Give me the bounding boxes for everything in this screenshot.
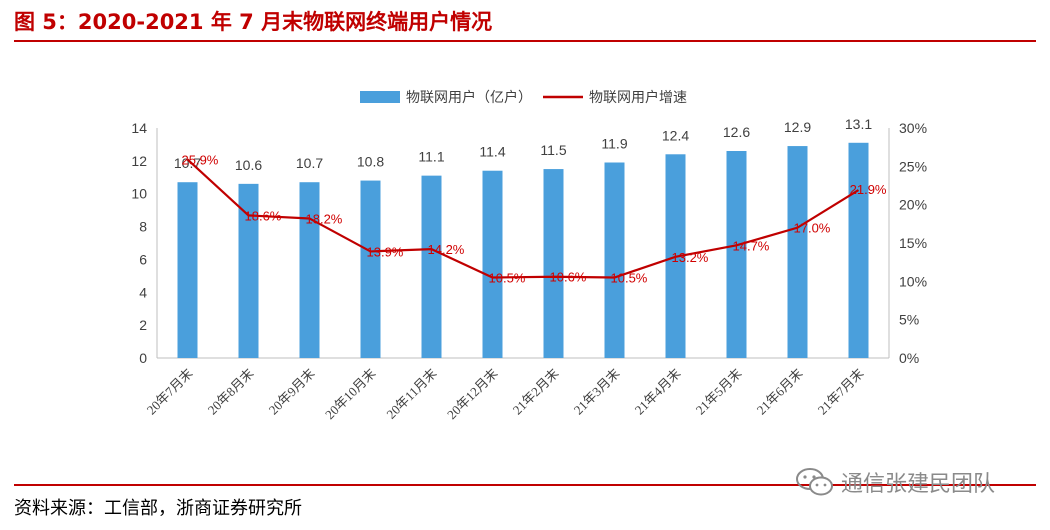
x-tick-label: 20年10月末 bbox=[322, 366, 379, 423]
watermark: 通信张建民团队 bbox=[795, 466, 995, 498]
source-divider bbox=[14, 484, 1036, 486]
line-value-label: 18.6% bbox=[245, 208, 282, 223]
y-right-tick-label: 10% bbox=[899, 273, 927, 289]
watermark-text: 通信张建民团队 bbox=[841, 472, 996, 497]
line-value-label: 14.7% bbox=[733, 238, 770, 253]
x-tick-label: 20年8月末 bbox=[205, 366, 257, 418]
y-left-tick-label: 12 bbox=[131, 153, 147, 169]
line-value-label: 13.9% bbox=[367, 244, 404, 259]
legend-bar-swatch bbox=[360, 91, 400, 103]
y-left-tick-label: 8 bbox=[139, 219, 147, 235]
bar bbox=[726, 151, 747, 358]
y-right-tick-label: 5% bbox=[899, 312, 919, 328]
bar-value-label: 11.1 bbox=[418, 149, 444, 165]
y-left-tick-label: 0 bbox=[139, 350, 147, 366]
bar bbox=[421, 175, 442, 358]
line-value-label: 13.2% bbox=[672, 250, 709, 265]
bar-value-label: 12.6 bbox=[723, 124, 750, 140]
y-left-tick-label: 10 bbox=[131, 186, 147, 202]
y-right-tick-label: 15% bbox=[899, 235, 927, 251]
x-tick-label: 21年3月末 bbox=[571, 366, 623, 418]
bar bbox=[360, 180, 381, 358]
y-right-tick-label: 20% bbox=[899, 197, 927, 213]
y-right-tick-label: 0% bbox=[899, 350, 919, 366]
bar bbox=[177, 182, 198, 358]
bar-value-label: 11.4 bbox=[479, 144, 505, 160]
bar-value-label: 10.8 bbox=[357, 154, 384, 170]
x-tick-label: 21年7月末 bbox=[815, 366, 867, 418]
bar bbox=[604, 162, 625, 358]
bar bbox=[238, 183, 259, 358]
line-value-label: 10.5% bbox=[489, 271, 526, 286]
source-note: 资料来源：工信部，浙商证券研究所 bbox=[14, 498, 302, 519]
legend-line-label: 物联网用户增速 bbox=[589, 89, 687, 105]
line-value-label: 17.0% bbox=[794, 221, 831, 236]
y-left-tick-label: 6 bbox=[139, 251, 147, 267]
bar-value-label: 12.9 bbox=[784, 119, 811, 135]
combo-chart: 0 2 4 6 8 10 12 14 0% 5% 10% 15% 20% 25% 30% 10.7 10.6 10… bbox=[131, 89, 927, 423]
bar-value-label: 10.6 bbox=[235, 157, 262, 173]
line-value-label: 10.6% bbox=[550, 270, 587, 285]
x-tick-label: 20年9月末 bbox=[266, 366, 318, 418]
growth-line bbox=[186, 158, 860, 279]
x-tick-label: 20年7月末 bbox=[144, 366, 196, 418]
figure-title: 图 5：2020-2021 年 7 月末物联网终端用户情况 bbox=[14, 10, 493, 34]
bar bbox=[848, 142, 869, 358]
x-tick-label: 21年5月末 bbox=[693, 366, 745, 418]
x-tick-label: 20年11月末 bbox=[383, 366, 439, 422]
y-left-tick-label: 4 bbox=[139, 284, 147, 300]
x-tick-label: 21年6月末 bbox=[754, 366, 806, 418]
bar-value-label: 11.9 bbox=[601, 136, 627, 152]
title-divider bbox=[14, 40, 1036, 42]
line-value-label: 18.2% bbox=[306, 211, 343, 226]
bar-value-label: 13.1 bbox=[845, 116, 872, 132]
line-value-label: 25.9% bbox=[182, 152, 219, 167]
bar-value-label: 12.4 bbox=[662, 127, 689, 143]
line-value-label: 10.5% bbox=[611, 271, 648, 286]
line-value-label: 14.2% bbox=[428, 242, 465, 257]
bar bbox=[299, 182, 320, 358]
wechat-icon bbox=[796, 468, 833, 496]
x-tick-label: 21年2月末 bbox=[510, 366, 562, 418]
x-tick-label: 21年4月末 bbox=[632, 366, 684, 418]
bar bbox=[543, 169, 564, 358]
y-left-tick-label: 2 bbox=[139, 317, 147, 333]
bar-value-label: 10.7 bbox=[296, 155, 323, 171]
bar bbox=[787, 146, 808, 358]
x-tick-label: 20年12月末 bbox=[444, 366, 501, 423]
y-right-tick-label: 25% bbox=[899, 158, 927, 174]
y-right-tick-label: 30% bbox=[899, 120, 927, 136]
bar bbox=[482, 170, 503, 358]
bar-value-label: 11.5 bbox=[540, 142, 566, 158]
line-value-label: 21.9% bbox=[850, 182, 887, 197]
legend-bar-label: 物联网用户（亿户） bbox=[406, 89, 532, 105]
y-left-tick-label: 14 bbox=[131, 120, 147, 136]
